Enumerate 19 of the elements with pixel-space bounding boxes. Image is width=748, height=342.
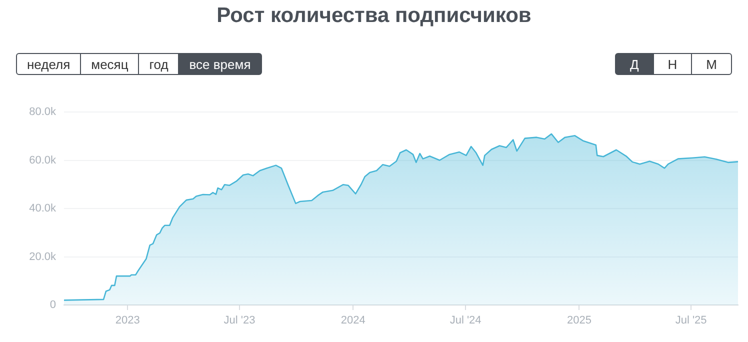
y-tick-label: 20.0k (29, 250, 56, 263)
text: год (138, 53, 180, 75)
text: неделя (16, 53, 82, 75)
text: Д (614, 53, 654, 75)
x-tick-label: Jul '25 (675, 314, 707, 327)
x-tick-label: 2025 (566, 314, 592, 327)
x-tick-label: Jul '23 (224, 314, 256, 327)
y-tick-label: 60.0k (29, 154, 56, 166)
chart-title: Рост количества подписчиков (216, 4, 532, 28)
x-tick-label: 2024 (340, 314, 366, 327)
y-tick-label: 80.0k (29, 106, 56, 118)
text: М (691, 53, 732, 75)
y-tick-label: 0 (50, 299, 56, 312)
x-tick-label: 2023 (115, 314, 140, 327)
text: Н (652, 53, 692, 75)
text: месяц (80, 53, 140, 75)
y-tick-label: 40.0k (29, 202, 56, 215)
x-tick-label: Jul '24 (450, 314, 482, 327)
text: все время (178, 53, 262, 75)
